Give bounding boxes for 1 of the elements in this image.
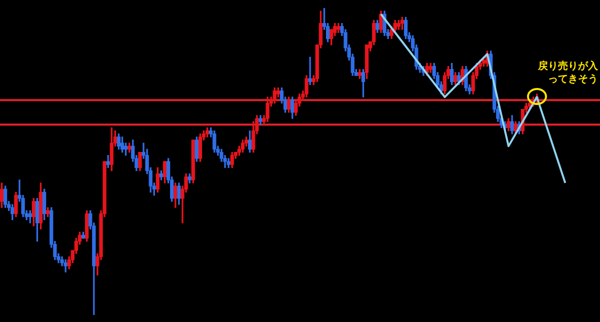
- annotation: 戻り売りが入ってきそう: [537, 60, 598, 86]
